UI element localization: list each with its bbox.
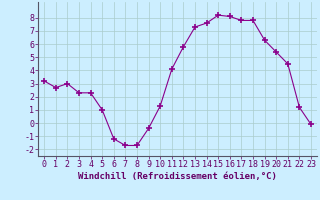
X-axis label: Windchill (Refroidissement éolien,°C): Windchill (Refroidissement éolien,°C) <box>78 172 277 181</box>
